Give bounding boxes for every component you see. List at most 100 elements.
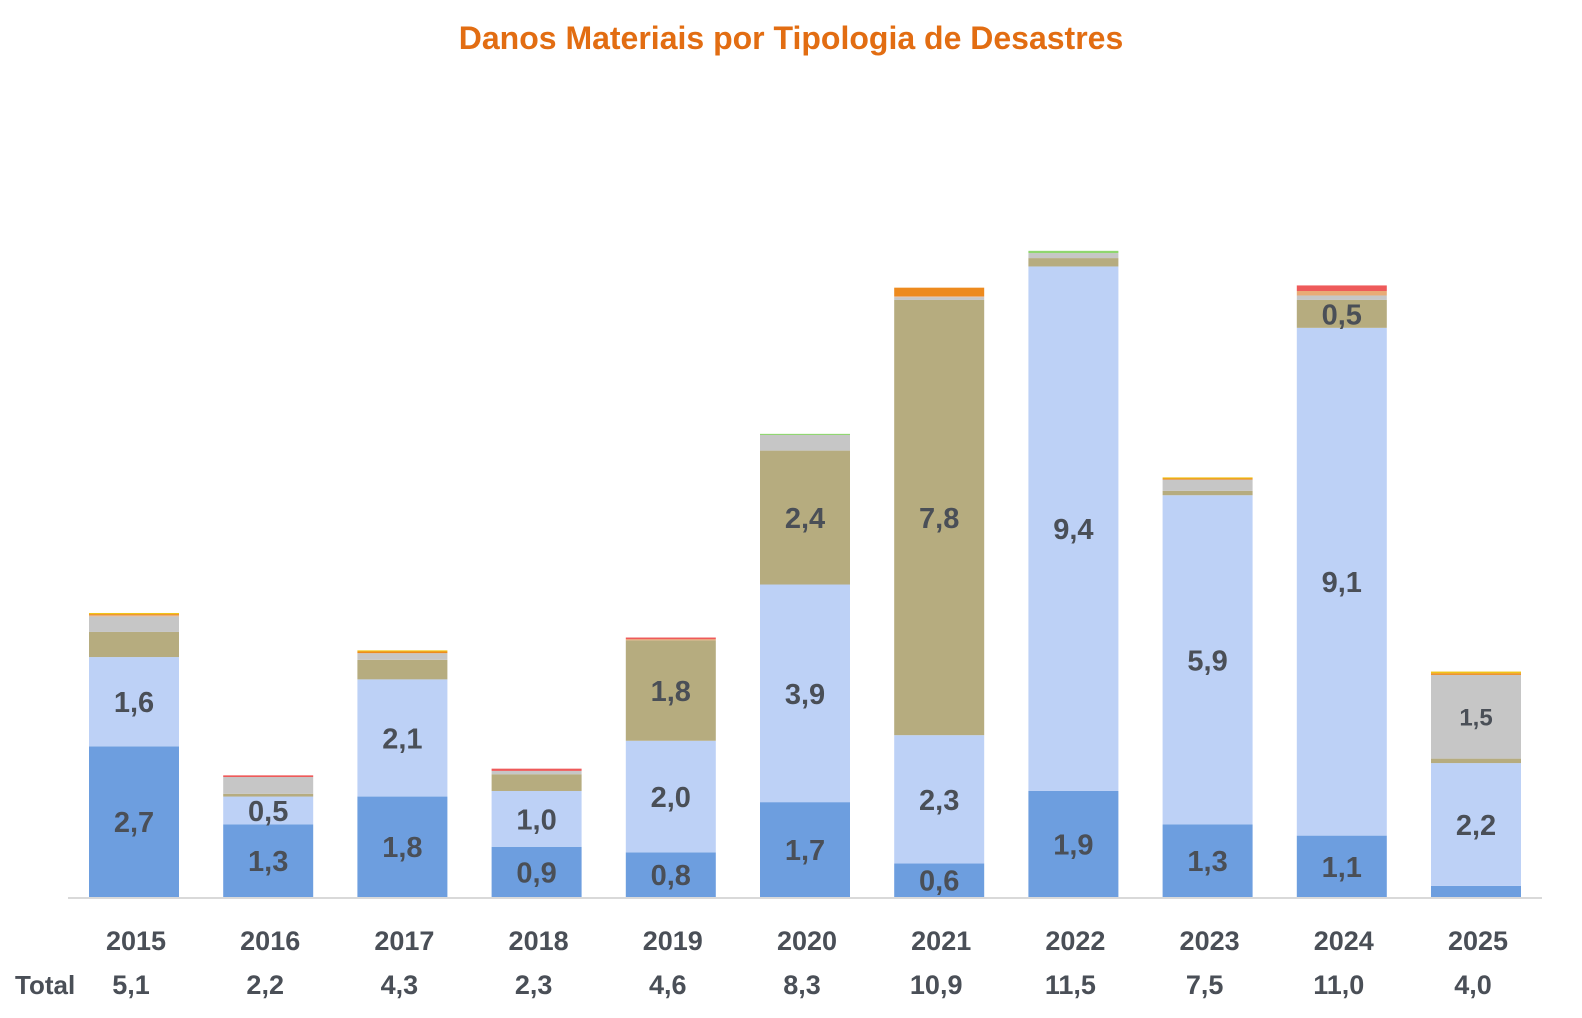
total-value-2025: 4,0 bbox=[1454, 970, 1492, 1000]
bar-2015-series-2 bbox=[89, 657, 179, 747]
segment-labels-layer: 2,7 1,6 1,3 0,5 1,8 2,1 0,9 1,0 0,8 2,0 1,8 1,7 3,9 2… bbox=[114, 299, 1496, 897]
bar-2018-series-1 bbox=[491, 846, 582, 897]
bar-2021-series-4 bbox=[894, 297, 985, 300]
bar-2023-series-3 bbox=[1162, 490, 1253, 496]
data-label-2024-series-2: 9,1 bbox=[1322, 567, 1362, 599]
chart-title: Danos Materiais por Tipologia de Desastr… bbox=[459, 20, 1124, 56]
bar-2017-series-3 bbox=[357, 659, 448, 680]
bar-2023-series-1 bbox=[1162, 824, 1253, 897]
x-tick-label-2018: 2018 bbox=[509, 926, 569, 956]
total-value-2018: 2,3 bbox=[515, 970, 553, 1000]
data-label-2018-series-2: 1,0 bbox=[516, 804, 556, 836]
bar-2023-series-4 bbox=[1162, 479, 1253, 491]
data-label-2019-series-3: 1,8 bbox=[651, 676, 691, 708]
data-label-2016-series-2: 0,5 bbox=[248, 796, 288, 828]
data-label-2016-series-1: 1,3 bbox=[248, 846, 288, 878]
bar-2020-series-4 bbox=[760, 434, 850, 451]
bar-2023-series-2 bbox=[1162, 495, 1253, 825]
bar-2025-series-4 bbox=[1431, 674, 1521, 759]
data-label-2023-series-1: 1,3 bbox=[1187, 846, 1227, 878]
data-label-2021-series-3: 7,8 bbox=[919, 503, 959, 535]
bar-2025-series-6 bbox=[1431, 673, 1521, 675]
data-label-2018-series-1: 0,9 bbox=[516, 857, 556, 889]
bar-2021-series-6 bbox=[894, 287, 985, 297]
bar-2022-series-2 bbox=[1028, 266, 1119, 791]
total-value-2016: 2,2 bbox=[246, 970, 284, 1000]
bar-2015-series-3 bbox=[89, 631, 179, 658]
data-label-2019-series-2: 2,0 bbox=[651, 782, 691, 814]
bar-2024-series-5 bbox=[1296, 291, 1387, 296]
data-label-2019-series-1: 0,8 bbox=[651, 860, 691, 892]
bar-2022-series-9 bbox=[1028, 250, 1119, 254]
data-label-2024-series-3: 0,5 bbox=[1322, 299, 1362, 331]
totals-row-label: Total bbox=[15, 970, 75, 1000]
x-tick-label-2023: 2023 bbox=[1180, 926, 1240, 956]
bar-2020-series-9 bbox=[760, 433, 850, 435]
bar-2025-series-2 bbox=[1431, 763, 1521, 886]
x-tick-label-2020: 2020 bbox=[777, 926, 837, 956]
x-tick-label-2024: 2024 bbox=[1314, 926, 1374, 956]
bar-2021-series-2 bbox=[894, 735, 985, 864]
bar-2017-series-7 bbox=[357, 650, 448, 652]
total-value-2023: 7,5 bbox=[1186, 970, 1224, 1000]
bar-2025-series-3 bbox=[1431, 758, 1521, 764]
bar-2015-series-6 bbox=[89, 614, 179, 616]
data-label-2021-series-2: 2,3 bbox=[919, 785, 959, 817]
bar-2020-series-2 bbox=[760, 584, 850, 803]
bar-2015-series-7 bbox=[89, 612, 179, 615]
bar-2021-series-3 bbox=[894, 299, 985, 736]
x-tick-label-2025: 2025 bbox=[1448, 926, 1508, 956]
total-value-2021: 10,9 bbox=[910, 970, 963, 1000]
data-label-2023-series-2: 5,9 bbox=[1187, 645, 1227, 677]
data-label-2021-series-1: 0,6 bbox=[919, 866, 959, 898]
bar-2016-series-1 bbox=[223, 824, 314, 897]
x-tick-label-2019: 2019 bbox=[643, 926, 703, 956]
bar-2016-series-2 bbox=[223, 796, 314, 825]
bar-2020-series-1 bbox=[760, 802, 850, 897]
bar-2015-series-5 bbox=[89, 615, 179, 617]
bar-2020-series-3 bbox=[760, 450, 850, 585]
bar-2019-series-5 bbox=[625, 639, 716, 641]
bar-2016-series-4 bbox=[223, 777, 314, 794]
totals-row: 5,1 2,2 4,3 2,3 4,6 8,3 10,9 11,5 7,5 11,0 4,0 bbox=[112, 970, 1492, 1000]
total-value-2017: 4,3 bbox=[381, 970, 419, 1000]
bar-2024-series-8 bbox=[1296, 285, 1387, 292]
data-label-2020-series-2: 3,9 bbox=[785, 679, 825, 711]
data-label-2024-series-1: 1,1 bbox=[1322, 852, 1362, 884]
data-label-2022-series-2: 9,4 bbox=[1053, 514, 1093, 546]
total-value-2019: 4,6 bbox=[649, 970, 687, 1000]
x-tick-labels: 2015 2016 2017 2018 2019 2020 2021 2022 2023 2024… bbox=[106, 926, 1508, 956]
bar-2017-series-1 bbox=[357, 796, 448, 897]
bar-2016-series-8 bbox=[223, 775, 314, 778]
bar-2021-series-1 bbox=[894, 863, 985, 897]
data-label-2025-series-4: 1,5 bbox=[1459, 704, 1492, 731]
bar-2018-series-3 bbox=[491, 774, 582, 791]
x-tick-label-2016: 2016 bbox=[240, 926, 300, 956]
data-label-2025-series-2: 2,2 bbox=[1456, 810, 1496, 842]
bar-2017-series-2 bbox=[357, 679, 448, 797]
bar-2022-series-4 bbox=[1028, 253, 1119, 259]
bar-2016-series-3 bbox=[223, 793, 314, 797]
x-tick-label-2017: 2017 bbox=[374, 926, 434, 956]
bar-2018-series-8 bbox=[491, 768, 582, 771]
bar-2018-series-4 bbox=[491, 770, 582, 775]
bar-2022-series-3 bbox=[1028, 258, 1119, 267]
data-label-2015-series-1: 2,7 bbox=[114, 807, 154, 839]
total-value-2020: 8,3 bbox=[783, 970, 821, 1000]
bar-2024-series-2 bbox=[1296, 327, 1387, 836]
bar-2015-series-1 bbox=[89, 746, 179, 897]
data-label-2017-series-1: 1,8 bbox=[382, 832, 422, 864]
bar-2021-series-5 bbox=[894, 296, 985, 298]
bar-2017-series-4 bbox=[357, 653, 448, 660]
data-label-2020-series-1: 1,7 bbox=[785, 835, 825, 867]
bar-2017-series-6 bbox=[357, 651, 448, 654]
bar-2018-series-2 bbox=[491, 790, 582, 847]
data-label-2020-series-3: 2,4 bbox=[785, 503, 825, 535]
bar-2023-series-6 bbox=[1162, 478, 1253, 480]
bar-2019-series-1 bbox=[625, 852, 716, 897]
bar-2024-series-3 bbox=[1296, 299, 1387, 328]
x-tick-label-2015: 2015 bbox=[106, 926, 166, 956]
bar-2025-series-7 bbox=[1431, 671, 1521, 674]
total-value-2015: 5,1 bbox=[112, 970, 150, 1000]
